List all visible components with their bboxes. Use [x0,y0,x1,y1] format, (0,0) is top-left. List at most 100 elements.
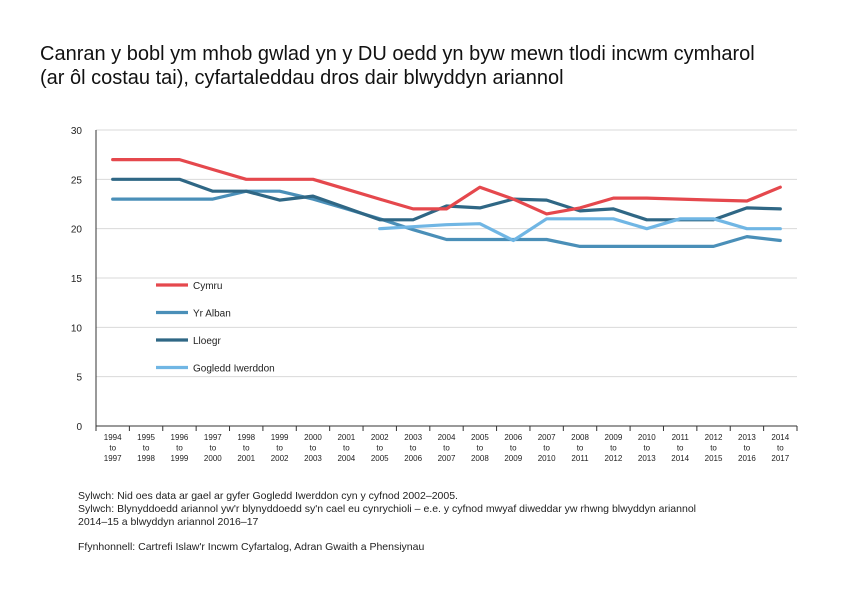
x-tick-label-part: 2005 [471,433,489,442]
x-tick-label-part: 2016 [738,454,756,463]
x-tick-label-part: to [109,444,116,453]
x-tick-label-part: 2014 [671,454,689,463]
y-tick-label-5: 5 [76,373,82,384]
x-tick-label-13: 2007 to 2010 [538,433,556,463]
series-line-yr-alban [111,189,782,248]
x-tick-label-part: 1995 [137,433,155,442]
chart-title-line-2: (ar ôl costau tai), cyfartaleddau dros d… [40,67,564,89]
x-tick-label-part: 2009 [504,454,522,463]
x-tick-label-part: 2003 [304,454,322,463]
note-1: Sylwch: Nid oes data ar gael ar gyfer Go… [78,490,458,502]
series-line-lloegr [111,177,782,222]
note-3: 2014–15 a blwyddyn ariannol 2016–17 [78,516,259,528]
x-tick-label-part: to [643,444,650,453]
x-tick-label-part: to [610,444,617,453]
x-tick-label-19: 2013 to 2016 [738,433,756,463]
x-tick-label-part: to [510,444,517,453]
x-tick-label-part: 2012 [605,454,623,463]
x-tick-label-part: 2000 [204,454,222,463]
x-tick-label-part: 2015 [705,454,723,463]
x-tick-label-part: 1997 [104,454,122,463]
x-tick-label-part: 2004 [438,433,456,442]
x-tick-label-part: to [310,444,317,453]
x-tick-label-part: 1996 [171,433,189,442]
x-tick-label-part: 2013 [738,433,756,442]
x-tick-label-14: 2008 to 2011 [571,433,589,463]
y-tick-label-15: 15 [71,274,83,285]
x-tick-label-2: 1996 to 1999 [171,433,189,463]
x-tick-label-part: 1998 [237,433,255,442]
x-tick-label-part: 2007 [538,433,556,442]
x-tick-label-part: 2005 [371,454,389,463]
y-axis: 0 5 10 15 20 25 30 [71,126,97,433]
y-tick-label-25: 25 [71,175,83,186]
x-tick-label-part: to [143,444,150,453]
x-tick-label-part: 2006 [504,433,522,442]
source-note: Ffynhonnell: Cartrefi Islaw'r Incwm Cyfa… [78,541,425,553]
x-tick-label-part: to [376,444,383,453]
y-tick-label-10: 10 [71,323,83,334]
x-tick-label-11: 2005 to 2008 [471,433,489,463]
x-tick-label-part: 2007 [438,454,456,463]
x-tick-label-part: to [243,444,250,453]
x-tick-label-16: 2010 to 2013 [638,433,656,463]
chart-title: Canran y bobl ym mhob gwlad yn y DU oedd… [40,42,820,90]
x-tick-label-7: 2001 to 2004 [337,433,355,463]
x-tick-label-17: 2011 to 2014 [671,433,689,463]
x-tick-label-part: 2011 [571,454,589,463]
x-tick-label-20: 2014 to 2017 [771,433,789,463]
y-tick-label-0: 0 [76,422,82,433]
x-tick-label-part: 2008 [471,454,489,463]
x-tick-label-part: 1999 [271,433,289,442]
x-tick-label-part: 2010 [538,454,556,463]
x-tick-label-part: 2002 [371,433,389,442]
x-tick-label-part: 1994 [104,433,122,442]
x-tick-label-9: 2003 to 2006 [404,433,422,463]
x-tick-label-part: 2017 [771,454,789,463]
x-tick-label-part: to [209,444,216,453]
x-tick-label-part: 2001 [237,454,255,463]
x-tick-label-10: 2004 to 2007 [438,433,456,463]
legend: Cymru Yr Alban Lloegr Gogledd Iwerddon [156,281,275,375]
x-tick-label-part: 2013 [638,454,656,463]
x-tick-label-part: 2004 [337,454,355,463]
x-tick-label-4: 1998 to 2001 [237,433,255,463]
x-tick-label-part: to [176,444,183,453]
x-tick-label-part: 2001 [337,433,355,442]
x-tick-label-part: 1998 [137,454,155,463]
x-tick-label-part: to [543,444,550,453]
gridlines [96,129,797,378]
x-tick-label-part: 2014 [771,433,789,442]
legend-label-cymru: Cymru [193,281,222,292]
x-tick-label-part: to [710,444,717,453]
x-tick-label-part: 2006 [404,454,422,463]
x-tick-label-part: to [677,444,684,453]
legend-label-yr-alban: Yr Alban [193,309,231,320]
x-tick-label-8: 2002 to 2005 [371,433,389,463]
x-tick-label-part: to [443,444,450,453]
legend-label-gogledd-iwerddon: Gogledd Iwerddon [193,364,275,375]
x-tick-label-part: 2011 [672,433,690,442]
x-tick-label-part: to [276,444,283,453]
x-tick-label-part: 1999 [171,454,189,463]
x-tick-label-1: 1995 to 1998 [137,433,155,463]
series-line-gogledd-iwerddon [378,217,782,243]
x-tick-label-part: 2003 [404,433,422,442]
y-tick-label-30: 30 [71,126,83,137]
x-tick-label-18: 2012 to 2015 [705,433,723,463]
x-tick-label-12: 2006 to 2009 [504,433,522,463]
x-tick-label-part: 2009 [605,433,623,442]
legend-label-lloegr: Lloegr [193,336,221,347]
x-tick-label-part: to [777,444,784,453]
x-tick-label-part: 2012 [705,433,723,442]
x-tick-label-part: 2000 [304,433,322,442]
x-tick-label-part: to [410,444,417,453]
x-tick-label-part: to [577,444,584,453]
x-tick-label-part: 1997 [204,433,222,442]
x-tick-label-3: 1997 to 2000 [204,433,222,463]
y-tick-label-20: 20 [71,225,83,236]
series-line-cymru [111,158,782,216]
series-lines [111,158,782,248]
